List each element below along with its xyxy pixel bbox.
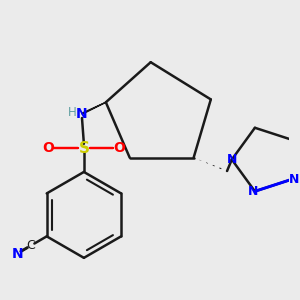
Text: N: N: [226, 153, 237, 166]
Polygon shape: [82, 102, 106, 114]
Text: N: N: [11, 247, 23, 260]
Text: O: O: [113, 141, 125, 155]
Text: S: S: [78, 141, 89, 156]
Text: O: O: [43, 141, 55, 155]
Text: N: N: [248, 185, 259, 198]
Text: H: H: [68, 106, 77, 119]
Text: C: C: [27, 239, 35, 252]
Text: N: N: [289, 173, 299, 186]
Text: N: N: [76, 107, 88, 121]
